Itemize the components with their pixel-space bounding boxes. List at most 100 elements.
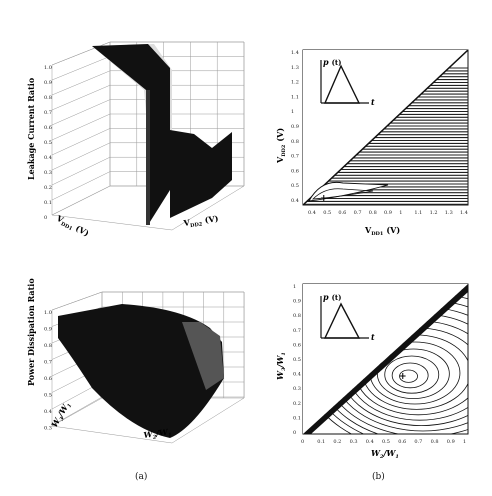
x-tick-label: 1.4 [460, 210, 468, 216]
x-tick-label: 1.2 [430, 210, 438, 216]
y-tick-label: 0.5 [291, 183, 299, 189]
x-tick-label: 1.3 [445, 210, 453, 216]
y-tick-label: 1 [293, 284, 296, 290]
x-tick-label: 1 [399, 210, 402, 216]
z-tick-label: 0.8 [44, 95, 52, 101]
y-tick-label: 0.9 [291, 124, 299, 130]
inset-label: p (t) [323, 292, 341, 302]
x-tick-label: 0.7 [414, 439, 422, 445]
y-tick-label: 1.2 [291, 80, 299, 86]
svg-text:W3/W1: W3/W1 [49, 400, 73, 430]
z-tick-label: 0.9 [44, 327, 52, 333]
contour-xlabel: VDD1 (V) [364, 225, 400, 237]
svg-text:VDD1(V): VDD1(V) [53, 212, 91, 240]
y-tick-label: 1.3 [291, 65, 299, 71]
z-tick-label: 1.0 [44, 65, 52, 71]
diagonal-boundary [303, 50, 468, 205]
contour-xlabel: W2/W1 [371, 448, 399, 460]
x-tick-label: 0.1 [317, 439, 325, 445]
inset-pulse-triangle [323, 302, 361, 339]
y-tick-label: 0.1 [293, 415, 301, 421]
y-tick-label: 0.6 [293, 342, 301, 348]
z-tick-label: 0.7 [44, 360, 52, 366]
x-tick-label: 0.3 [350, 439, 358, 445]
diagonal-boundary [303, 284, 468, 434]
panel-a-caption: (a) [135, 472, 148, 482]
power-contour-plot: 0 0.1 0.2 0.3 0.4 0.5 0.6 0.7 0.8 0.9 1 1 0.9 0.8 0.7 0… [275, 283, 469, 460]
power-zlabel: Power Dissipation Ratio [26, 278, 36, 386]
grid-line [51, 70, 111, 96]
x-tick-label: 0.2 [333, 439, 341, 445]
z-tick-label: 0.4 [44, 155, 52, 161]
grid-line [51, 185, 111, 216]
svg-text:W2/W1: W2/W1 [143, 426, 172, 442]
y-tick-label: 0.5 [293, 357, 301, 363]
y-tick-label: 0.6 [291, 168, 299, 174]
svg-text:VDD1(V): VDD1(V) [364, 225, 400, 237]
z-tick-label: 0.5 [44, 140, 52, 146]
x-tick-label: 0.4 [366, 439, 374, 445]
svg-text:W3/W1: W3/W1 [275, 352, 287, 380]
y-tick-label: 0.4 [291, 198, 299, 204]
x-tick-label: 0.8 [431, 439, 439, 445]
z-tick-label: 0.3 [44, 426, 52, 432]
x-tick-label: 0.9 [447, 439, 455, 445]
y-tick-label: 1.1 [291, 94, 299, 100]
grid-line [51, 99, 111, 126]
z-tick-label: 1.0 [44, 310, 52, 316]
x-tick-label: 0.6 [398, 439, 406, 445]
grid-line [51, 291, 103, 311]
leakage-optimum-marker: + [320, 194, 328, 204]
leakage-ylabel: VDD1(V) [53, 212, 91, 240]
inset-pulse-diagram: p (t) t [320, 57, 375, 107]
x-tick-label: 0.5 [382, 439, 390, 445]
leakage-zlabel: Leakage Current Ratio [26, 77, 36, 180]
x-tick-label: 0.5 [323, 210, 331, 216]
grid-line [51, 113, 111, 141]
svg-text:VDD2(V): VDD2(V) [182, 213, 220, 230]
contour-line [391, 362, 429, 389]
power-optimum-marker: + [399, 372, 407, 382]
contour-ylabel: W3/W1 [275, 352, 287, 380]
surface-edge [146, 90, 150, 225]
y-tick-label: 0.8 [291, 139, 299, 145]
y-tick-label: 0.7 [291, 154, 299, 160]
inset-pulse-diagram: p (t) t [320, 292, 375, 342]
grid-line [51, 84, 111, 111]
x-tick-label: 1 [463, 439, 466, 445]
z-tick-label: 0.9 [44, 80, 52, 86]
contour-loop [311, 188, 374, 200]
y-tick-label: 0.9 [293, 299, 301, 305]
z-tick-label: 0.3 [44, 170, 52, 176]
grid-line [51, 128, 111, 156]
grid-line [51, 171, 111, 201]
surface-slope [92, 44, 170, 225]
inset-t-label: t [371, 332, 375, 342]
leakage-contour-plot: 0.4 0.5 0.6 0.7 0.8 0.9 1 1.1 1.2 1.3 1.4 1.4 1.3 1.2… [275, 49, 469, 237]
y-tick-label: 1.4 [291, 50, 299, 56]
surface-mesh-highlight [182, 322, 224, 390]
z-tick-label: 0.8 [44, 343, 52, 349]
power-xlabel: W2/W1 [143, 426, 172, 442]
x-tick-label: 1.1 [414, 210, 422, 216]
contour-line [384, 355, 440, 394]
y-tick-label: 0.8 [293, 313, 301, 319]
y-tick-label: 1 [291, 109, 294, 115]
power-surface-plot: 1.0 0.9 0.8 0.7 0.6 0.5 0.4 0.3 Power Dissipati… [26, 278, 245, 444]
x-tick-label: 0.4 [308, 210, 316, 216]
z-tick-label: 0.6 [44, 125, 52, 131]
surface-bowl [58, 304, 224, 438]
x-tick-label: 0.9 [384, 210, 392, 216]
inset-pulse-triangle [323, 64, 361, 104]
z-tick-label: 0.4 [44, 409, 52, 415]
y-tick-label: 0.4 [293, 372, 301, 378]
box-floor-edge [51, 397, 245, 444]
contour-ylabel: VDD2(V) [275, 128, 287, 164]
svg-text:VDD2(V): VDD2(V) [275, 128, 287, 164]
z-tick-label: 0.6 [44, 376, 52, 382]
grid-line [51, 156, 111, 186]
x-tick-label: 0.6 [338, 210, 346, 216]
grid-line [51, 396, 103, 426]
z-tick-label: 0.5 [44, 393, 52, 399]
